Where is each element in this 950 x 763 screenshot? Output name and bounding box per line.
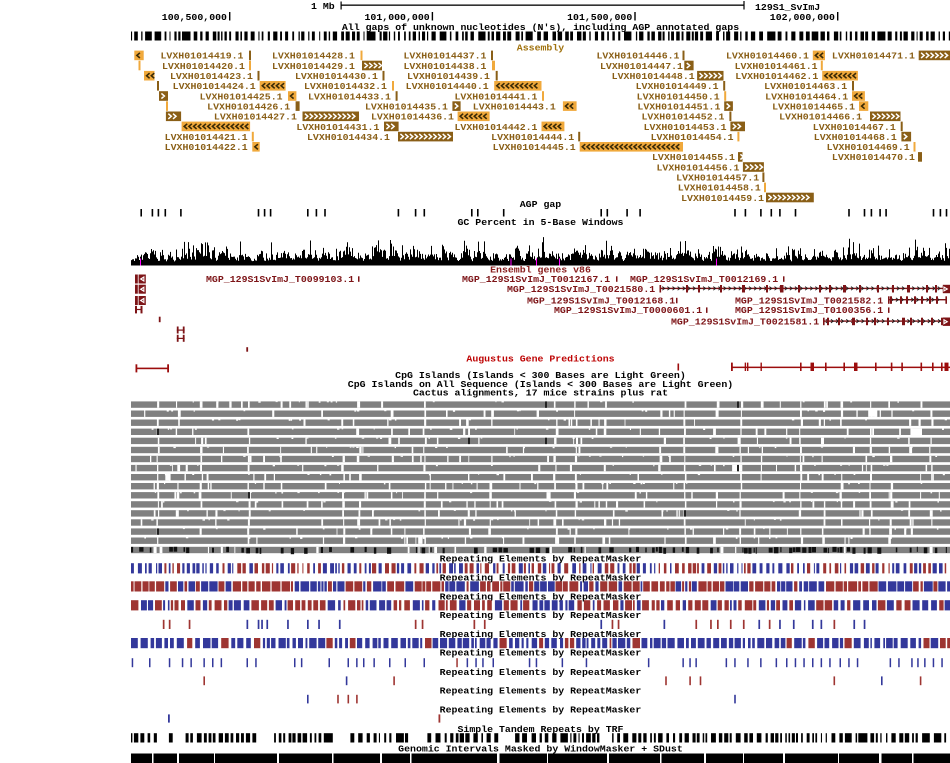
svg-text:LVXH01014427.1: LVXH01014427.1 <box>214 112 297 123</box>
svg-text:LVXH01014431.1: LVXH01014431.1 <box>296 122 379 133</box>
svg-text:LVXH01014461.1: LVXH01014461.1 <box>735 61 818 72</box>
svg-text:101,000,000: 101,000,000 <box>365 12 431 23</box>
svg-text:LVXH01014432.1: LVXH01014432.1 <box>304 81 387 92</box>
svg-text:LVXH01014425.1: LVXH01014425.1 <box>200 91 283 102</box>
svg-text:LVXH01014466.1: LVXH01014466.1 <box>779 112 862 123</box>
svg-text:Genomic Intervals Masked by Wi: Genomic Intervals Masked by WindowMasker… <box>398 744 683 755</box>
svg-text:1 Mb: 1 Mb <box>311 1 335 12</box>
svg-text:MGP_129S1SvImJ_T0012167.1: MGP_129S1SvImJ_T0012167.1 <box>462 274 611 285</box>
svg-text:MGP_129S1SvImJ_T0000601.1: MGP_129S1SvImJ_T0000601.1 <box>554 305 703 316</box>
svg-text:LVXH01014430.1: LVXH01014430.1 <box>295 71 378 82</box>
svg-text:LVXH01014423.1: LVXH01014423.1 <box>170 71 253 82</box>
svg-text:LVXH01014428.1: LVXH01014428.1 <box>272 51 355 62</box>
svg-text:Repeating Elements by RepeatMa: Repeating Elements by RepeatMasker <box>440 629 642 640</box>
svg-text:Repeating Elements by RepeatMa: Repeating Elements by RepeatMasker <box>440 667 642 678</box>
svg-text:Repeating Elements by RepeatMa: Repeating Elements by RepeatMasker <box>440 573 642 584</box>
svg-text:MGP_129S1SvImJ_T0012169.1: MGP_129S1SvImJ_T0012169.1 <box>630 274 779 285</box>
svg-text:LVXH01014442.1: LVXH01014442.1 <box>455 122 538 133</box>
svg-text:Assembly: Assembly <box>517 42 565 53</box>
svg-text:LVXH01014420.1: LVXH01014420.1 <box>162 61 245 72</box>
svg-text:Augustus Gene Predictions: Augustus Gene Predictions <box>466 353 615 364</box>
svg-text:Repeating Elements by RepeatMa: Repeating Elements by RepeatMasker <box>440 705 642 716</box>
svg-text:LVXH01014436.1: LVXH01014436.1 <box>371 112 454 123</box>
svg-text:LVXH01014437.1: LVXH01014437.1 <box>404 51 487 62</box>
svg-text:LVXH01014421.1: LVXH01014421.1 <box>165 132 248 143</box>
svg-text:CpG Islands (Islands < 300 Bas: CpG Islands (Islands < 300 Bases are Lig… <box>395 370 686 381</box>
svg-text:MGP_129S1SvImJ_T0099103.1: MGP_129S1SvImJ_T0099103.1 <box>206 274 355 285</box>
svg-text:AGP gap: AGP gap <box>520 199 562 210</box>
svg-text:102,000,000: 102,000,000 <box>770 12 836 23</box>
svg-text:LVXH01014460.1: LVXH01014460.1 <box>726 51 809 62</box>
svg-text:LVXH01014471.1: LVXH01014471.1 <box>832 51 915 62</box>
svg-text:LVXH01014433.1: LVXH01014433.1 <box>308 91 391 102</box>
svg-text:LVXH01014457.1: LVXH01014457.1 <box>676 173 759 184</box>
svg-text:LVXH01014468.1: LVXH01014468.1 <box>814 132 897 143</box>
svg-text:Ensembl genes v86: Ensembl genes v86 <box>490 264 591 275</box>
svg-text:LVXH01014426.1: LVXH01014426.1 <box>207 102 290 113</box>
svg-text:Repeating Elements by RepeatMa: Repeating Elements by RepeatMasker <box>440 610 642 621</box>
svg-text:LVXH01014435.1: LVXH01014435.1 <box>365 102 448 113</box>
svg-text:LVXH01014424.1: LVXH01014424.1 <box>173 81 256 92</box>
svg-text:LVXH01014446.1: LVXH01014446.1 <box>597 51 680 62</box>
svg-text:LVXH01014429.1: LVXH01014429.1 <box>272 61 355 72</box>
svg-text:Repeating Elements by RepeatMa: Repeating Elements by RepeatMasker <box>440 554 642 565</box>
svg-text:Repeating Elements by RepeatMa: Repeating Elements by RepeatMasker <box>440 686 642 697</box>
svg-text:Cactus alignments, 17 mice str: Cactus alignments, 17 mice strains plus … <box>413 387 668 398</box>
svg-text:Repeating Elements by RepeatMa: Repeating Elements by RepeatMasker <box>440 592 642 603</box>
svg-text:LVXH01014462.1: LVXH01014462.1 <box>735 71 818 82</box>
svg-text:All gaps of unknown nucleotide: All gaps of unknown nucleotides (N's), i… <box>342 22 740 33</box>
svg-text:LVXH01014439.1: LVXH01014439.1 <box>407 71 490 82</box>
svg-text:Simple Tandem Repeats by TRF: Simple Tandem Repeats by TRF <box>458 724 624 735</box>
svg-text:LVXH01014453.1: LVXH01014453.1 <box>644 122 727 133</box>
svg-text:LVXH01014440.1: LVXH01014440.1 <box>406 81 489 92</box>
svg-text:LVXH01014452.1: LVXH01014452.1 <box>642 112 725 123</box>
svg-text:LVXH01014448.1: LVXH01014448.1 <box>612 71 695 82</box>
svg-text:MGP_129S1SvImJ_T0100356.1: MGP_129S1SvImJ_T0100356.1 <box>735 305 884 316</box>
svg-text:101,500,000: 101,500,000 <box>567 12 633 23</box>
svg-text:LVXH01014451.1: LVXH01014451.1 <box>637 102 720 113</box>
svg-text:LVXH01014467.1: LVXH01014467.1 <box>813 122 896 133</box>
svg-text:MGP_129S1SvImJ_T0021582.1: MGP_129S1SvImJ_T0021582.1 <box>735 295 884 306</box>
svg-text:LVXH01014447.1: LVXH01014447.1 <box>600 61 683 72</box>
svg-text:LVXH01014465.1: LVXH01014465.1 <box>772 102 855 113</box>
svg-text:129S1_SvImJ: 129S1_SvImJ <box>755 2 820 13</box>
svg-text:LVXH01014450.1: LVXH01014450.1 <box>637 91 720 102</box>
svg-text:MGP_129S1SvImJ_T0021580.1: MGP_129S1SvImJ_T0021580.1 <box>507 284 656 295</box>
svg-text:LVXH01014454.1: LVXH01014454.1 <box>651 132 734 143</box>
svg-text:LVXH01014456.1: LVXH01014456.1 <box>657 162 740 173</box>
svg-text:LVXH01014464.1: LVXH01014464.1 <box>765 91 848 102</box>
svg-text:LVXH01014444.1: LVXH01014444.1 <box>491 132 574 143</box>
svg-text:LVXH01014470.1: LVXH01014470.1 <box>832 152 915 163</box>
svg-text:LVXH01014449.1: LVXH01014449.1 <box>636 81 719 92</box>
svg-text:GC Percent in 5-Base Windows: GC Percent in 5-Base Windows <box>458 217 624 228</box>
svg-text:LVXH01014458.1: LVXH01014458.1 <box>678 183 761 194</box>
svg-text:LVXH01014463.1: LVXH01014463.1 <box>764 81 847 92</box>
svg-text:LVXH01014438.1: LVXH01014438.1 <box>404 61 487 72</box>
svg-text:LVXH01014419.1: LVXH01014419.1 <box>161 51 244 62</box>
svg-text:100,500,000: 100,500,000 <box>162 12 228 23</box>
svg-text:LVXH01014459.1: LVXH01014459.1 <box>681 193 764 204</box>
svg-text:MGP_129S1SvImJ_T0021581.1: MGP_129S1SvImJ_T0021581.1 <box>671 317 820 328</box>
svg-text:MGP_129S1SvImJ_T0012168.1: MGP_129S1SvImJ_T0012168.1 <box>527 295 676 306</box>
svg-text:LVXH01014455.1: LVXH01014455.1 <box>652 152 735 163</box>
svg-text:LVXH01014441.1: LVXH01014441.1 <box>455 91 538 102</box>
svg-text:LVXH01014422.1: LVXH01014422.1 <box>165 142 248 153</box>
svg-text:CpG Islands on All Sequence (I: CpG Islands on All Sequence (Islands < 3… <box>348 379 733 390</box>
svg-text:LVXH01014469.1: LVXH01014469.1 <box>827 142 910 153</box>
svg-text:Repeating Elements by RepeatMa: Repeating Elements by RepeatMasker <box>440 648 642 659</box>
svg-text:LVXH01014445.1: LVXH01014445.1 <box>493 142 576 153</box>
svg-text:LVXH01014434.1: LVXH01014434.1 <box>307 132 390 143</box>
svg-text:LVXH01014443.1: LVXH01014443.1 <box>473 102 556 113</box>
